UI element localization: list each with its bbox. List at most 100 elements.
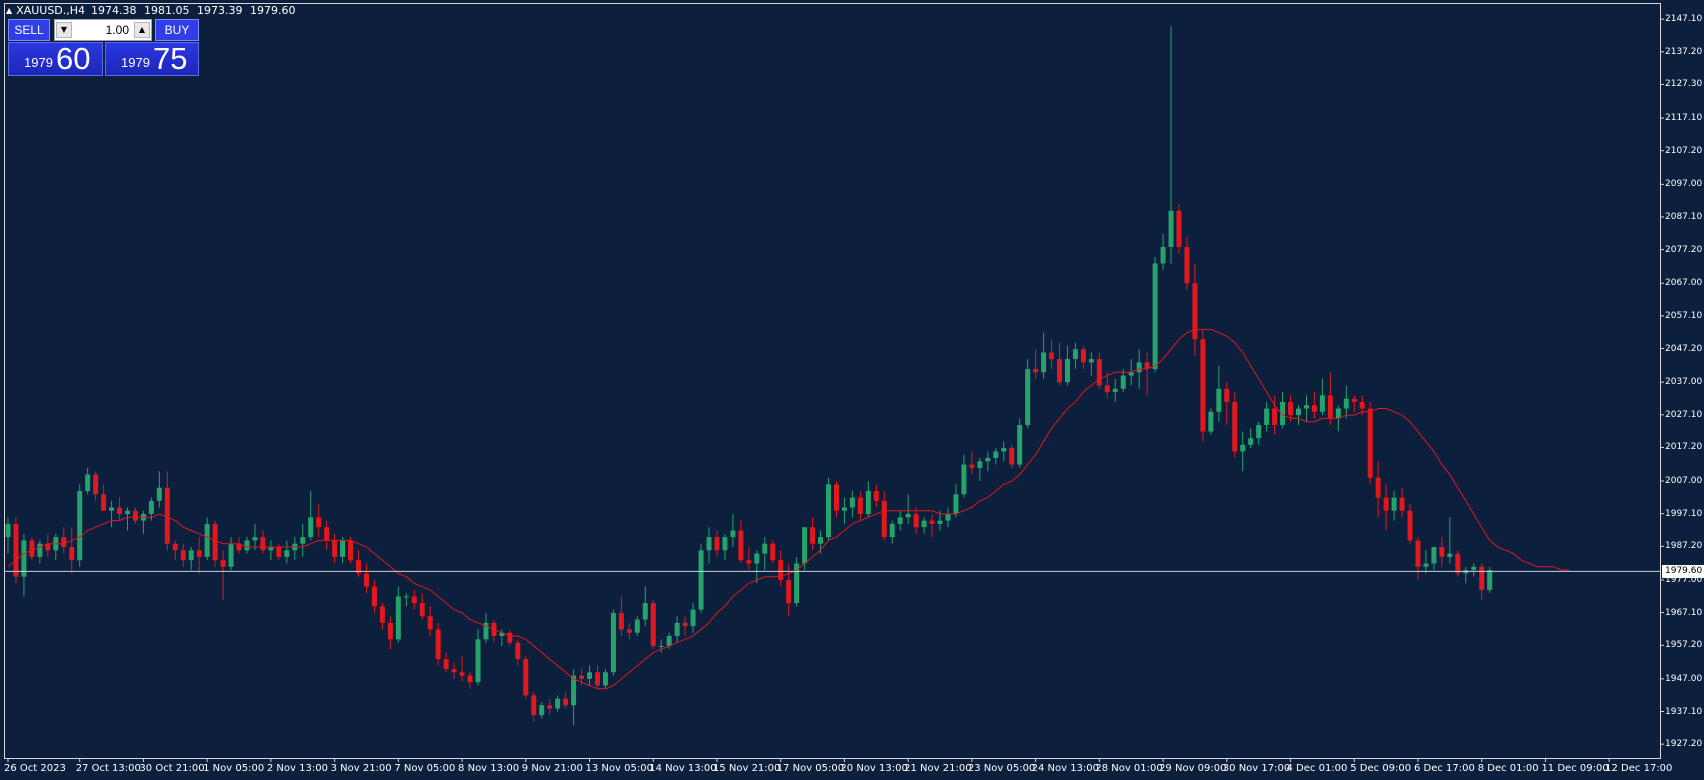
bull-candle xyxy=(77,490,83,561)
price-tick-label: 1937.10 xyxy=(1665,706,1703,717)
lot-size-control: ▼ ▲ xyxy=(54,19,152,41)
bull-candle xyxy=(156,487,162,501)
bull-candle xyxy=(730,530,736,538)
time-tick-label: 23 Nov 05:00 xyxy=(967,763,1036,774)
time-tick-label: 1 Nov 05:00 xyxy=(203,763,265,774)
bear-candle xyxy=(1439,546,1445,557)
bull-candle xyxy=(475,639,481,683)
bull-candle xyxy=(953,494,959,515)
bear-candle xyxy=(1407,510,1413,541)
bull-candle xyxy=(722,537,728,551)
price-tick-label: 2107.20 xyxy=(1665,145,1703,156)
bear-candle xyxy=(172,543,178,551)
price-tick-label: 2047.20 xyxy=(1665,343,1703,354)
time-tick-label: 4 Dec 01:00 xyxy=(1286,763,1348,774)
bear-candle xyxy=(316,517,322,528)
bear-candle xyxy=(220,560,226,567)
bear-candle xyxy=(1375,477,1381,498)
time-tick-label: 9 Nov 21:00 xyxy=(521,763,583,774)
price-tick-label: 2097.00 xyxy=(1665,179,1703,190)
bear-candle xyxy=(531,695,537,716)
bear-candle xyxy=(929,520,935,524)
bear-candle xyxy=(1049,352,1055,360)
bear-candle xyxy=(212,523,218,561)
bear-candle xyxy=(132,510,138,521)
bull-candle xyxy=(921,520,927,528)
bull-candle xyxy=(300,537,306,544)
bull-candle xyxy=(658,645,664,647)
price-tick-label: 1947.00 xyxy=(1665,673,1703,684)
bull-candle xyxy=(1025,368,1031,426)
bear-candle xyxy=(1415,540,1421,567)
bull-candle xyxy=(1017,425,1023,465)
bear-candle xyxy=(1455,553,1461,574)
bear-candle xyxy=(276,546,282,557)
bull-candle xyxy=(244,540,250,551)
price-tick-label: 2087.10 xyxy=(1665,211,1703,222)
sell-price-button[interactable]: 1979 60 xyxy=(8,42,103,76)
time-tick-label: 15 Nov 21:00 xyxy=(712,763,781,774)
lot-size-input[interactable] xyxy=(73,22,132,38)
bear-candle xyxy=(180,550,186,561)
lot-decrease-icon[interactable]: ▼ xyxy=(56,22,72,38)
bear-candle xyxy=(332,540,338,557)
bear-candle xyxy=(363,573,369,587)
price-tick-label: 2137.20 xyxy=(1665,46,1703,57)
bear-candle xyxy=(45,543,51,551)
bear-candle xyxy=(1311,405,1317,412)
price-tick-label: 2037.00 xyxy=(1665,377,1703,388)
time-tick-label: 14 Nov 13:00 xyxy=(649,763,717,774)
bear-candle xyxy=(714,537,720,551)
bear-candle xyxy=(69,546,75,561)
time-tick-label: 24 Nov 13:00 xyxy=(1031,763,1100,774)
bull-candle xyxy=(308,517,314,538)
bear-candle xyxy=(1096,359,1102,386)
bear-candle xyxy=(93,474,99,495)
bear-candle xyxy=(164,487,170,544)
bear-candle xyxy=(29,540,35,557)
bull-candle xyxy=(1343,398,1349,409)
sell-price-prefix: 1979 xyxy=(24,55,53,70)
bull-candle xyxy=(1335,408,1341,419)
bull-candle xyxy=(1256,425,1262,439)
price-tick-label: 2007.00 xyxy=(1665,476,1703,487)
buy-button[interactable]: BUY xyxy=(155,19,199,41)
buy-price-button[interactable]: 1979 75 xyxy=(105,42,199,76)
lot-increase-icon[interactable]: ▲ xyxy=(134,22,150,38)
bull-candle xyxy=(642,603,648,620)
bull-candle xyxy=(1001,448,1007,452)
collapse-triangle-icon[interactable]: ▲ xyxy=(6,5,13,15)
bull-candle xyxy=(602,672,608,686)
price-tick-label: 2027.10 xyxy=(1665,409,1703,420)
bull-candle xyxy=(587,672,593,679)
bear-candle xyxy=(435,629,441,660)
bear-candle xyxy=(579,675,585,679)
bull-candle xyxy=(1280,401,1286,426)
bull-candle xyxy=(403,596,409,598)
bull-candle xyxy=(252,537,258,541)
bull-candle xyxy=(1128,372,1134,376)
bear-candle xyxy=(1272,408,1278,426)
bear-candle xyxy=(857,497,863,515)
bull-candle xyxy=(961,464,967,495)
bear-candle xyxy=(467,675,473,683)
sell-button[interactable]: SELL xyxy=(8,19,50,41)
bear-candle xyxy=(507,632,513,643)
bull-candle xyxy=(1072,349,1078,360)
bull-candle xyxy=(634,619,640,633)
bull-candle xyxy=(865,490,871,515)
bull-candle xyxy=(1248,438,1254,445)
time-tick-label: 13 Nov 05:00 xyxy=(585,763,653,774)
bull-candle xyxy=(204,523,210,557)
price-tick-label: 2127.30 xyxy=(1665,79,1703,90)
bear-candle xyxy=(379,606,385,623)
bear-candle xyxy=(547,705,553,709)
bull-candle xyxy=(483,622,489,640)
bear-candle xyxy=(833,484,839,511)
plot-border xyxy=(4,3,1661,759)
bull-candle xyxy=(228,543,234,567)
bear-candle xyxy=(13,523,19,577)
time-tick-label: 5 Dec 09:00 xyxy=(1350,763,1412,774)
